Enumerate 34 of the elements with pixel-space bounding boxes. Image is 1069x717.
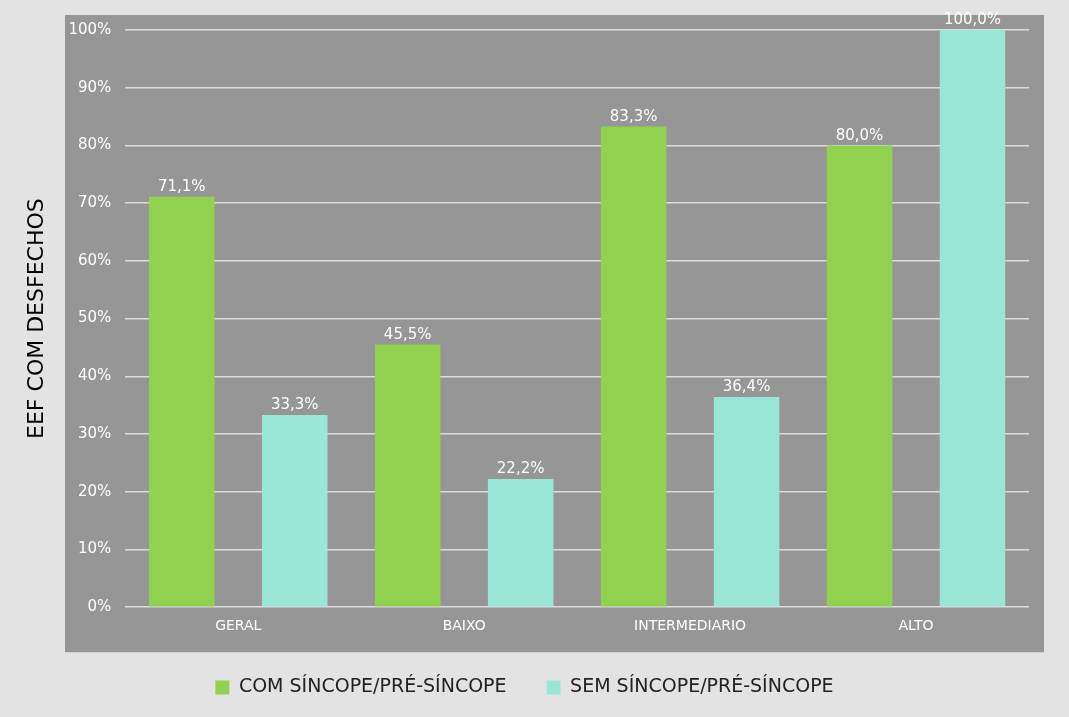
bar (487, 479, 554, 607)
y-tick-label: 20% (77, 481, 112, 500)
y-tick-label: 10% (77, 539, 112, 558)
y-tick-label: 50% (77, 308, 112, 327)
data-label: 33,3% (270, 395, 319, 414)
x-tick-label: BAIXO (442, 617, 486, 634)
y-tick-label: 40% (77, 366, 112, 385)
y-tick-label: 60% (77, 250, 112, 269)
y-axis-title: EEF COM DESFECHOS (22, 198, 48, 439)
data-label: 22,2% (496, 459, 545, 478)
data-label: 71,1% (157, 177, 206, 196)
legend-label: SEM SÍNCOPE/PRÉ-SÍNCOPE (570, 674, 834, 697)
y-tick-label: 30% (77, 423, 112, 442)
y-tick-label: 90% (77, 77, 112, 96)
y-tick-label: 100% (68, 19, 112, 38)
x-tick-label: ALTO (898, 617, 934, 634)
bar (939, 30, 1006, 607)
y-tick-label: 70% (77, 193, 112, 212)
x-tick-label: INTERMEDIARIO (634, 617, 747, 634)
data-label: 80,0% (835, 125, 884, 144)
legend-label: COM SÍNCOPE/PRÉ-SÍNCOPE (238, 674, 507, 697)
data-label: 100,0% (943, 10, 1002, 29)
y-tick-label: 0% (87, 597, 112, 616)
y-tick-label: 80% (77, 135, 112, 154)
data-label: 83,3% (609, 106, 658, 125)
bar (374, 344, 441, 607)
bar (149, 196, 215, 607)
data-label: 45,5% (383, 324, 432, 343)
bar (600, 126, 667, 607)
x-tick-label: GERAL (215, 617, 262, 634)
bar (261, 414, 328, 607)
bar (826, 145, 893, 607)
bar (713, 397, 780, 607)
data-label: 36,4% (722, 377, 771, 396)
